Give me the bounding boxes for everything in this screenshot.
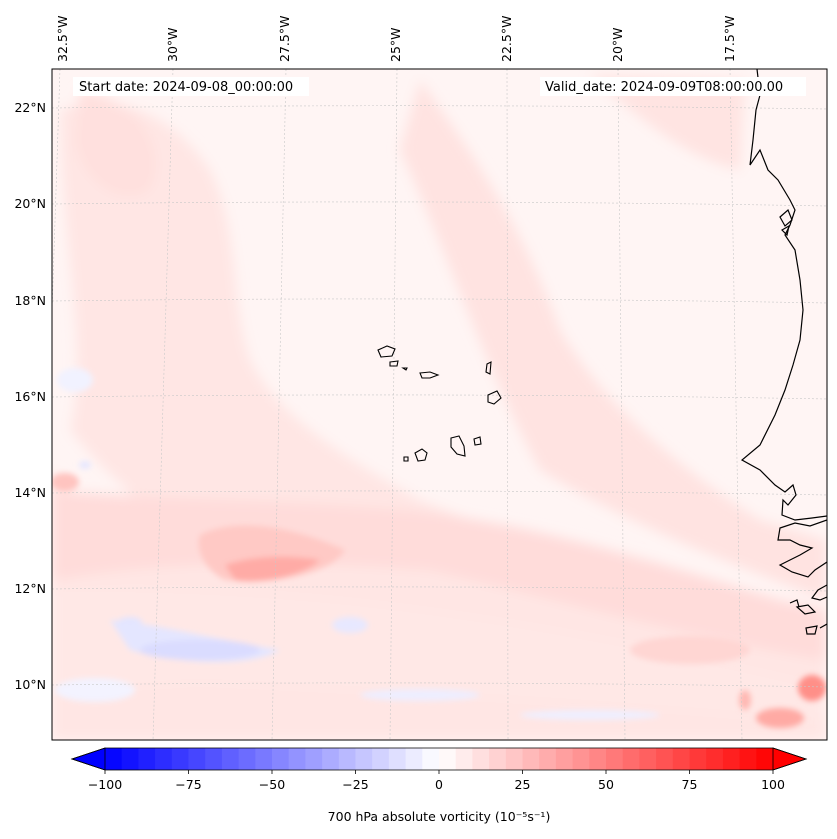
- colorbar-segment: [722, 748, 741, 770]
- colorbar-segment: [572, 748, 590, 770]
- colorbar-segment: [505, 748, 524, 770]
- colorbar-segment: [639, 748, 657, 770]
- colorbar-segment: [155, 748, 173, 770]
- colorbar-segment: [405, 748, 423, 770]
- lon-label-20w: 20°W: [610, 27, 625, 62]
- lon-label-22.5w: 22.5°W: [499, 16, 514, 62]
- colorbar-segment: [221, 748, 240, 770]
- lat-label-20n: 20°N: [14, 196, 46, 211]
- colorbar-segment: [455, 748, 473, 770]
- colorbar-segment: [272, 748, 290, 770]
- colorbar-segment: [739, 748, 757, 770]
- island-sal: [485, 361, 492, 375]
- colorbar-segment: [138, 748, 156, 770]
- colorbar-tick-label: −50: [259, 777, 285, 792]
- colorbar-segment: [238, 748, 256, 770]
- colorbar-segment: [622, 748, 640, 770]
- island-fogo: [414, 448, 428, 462]
- colorbar-segment: [255, 748, 273, 770]
- colorbar-extend-high: [772, 747, 808, 771]
- colorbar-segment: [205, 748, 223, 770]
- colorbar-segment: [322, 748, 340, 770]
- lat-label-16n: 16°N: [14, 389, 46, 404]
- colorbar-tick-label: 0: [435, 777, 443, 792]
- colorbar-tick-label: 50: [598, 777, 614, 792]
- colorbar-segment: [105, 748, 123, 770]
- island-santo-antao: [377, 345, 396, 358]
- map-frame: [51, 68, 828, 741]
- colorbar-segment: [539, 748, 557, 770]
- start-date-label: Start date: 2024-09-08_00:00:00: [79, 80, 293, 95]
- lon-label-25w: 25°W: [388, 27, 403, 62]
- lat-label-22n: 22°N: [14, 100, 46, 115]
- lon-label-17.5w: 17.5°W: [722, 16, 737, 62]
- colorbar-segments: [105, 748, 774, 770]
- lon-label-27.5w: 27.5°W: [277, 16, 292, 62]
- colorbar-tick-label: −100: [88, 777, 122, 792]
- island-boa-vista: [487, 390, 502, 405]
- header-boxes: Start date: 2024-09-08_00:00:00 Valid_da…: [73, 77, 806, 96]
- vorticity-field: [52, 75, 826, 740]
- island-sao-nicolau: [419, 371, 440, 379]
- colorbar-tick-label: 25: [515, 777, 531, 792]
- colorbar-segment: [589, 748, 607, 770]
- colorbar-tick-label: −25: [342, 777, 368, 792]
- lon-label-30w: 30°W: [165, 27, 180, 62]
- colorbar-extend-low: [70, 747, 106, 771]
- colorbar-segment: [555, 748, 574, 770]
- lat-label-10n: 10°N: [14, 677, 46, 692]
- island-santiago: [450, 435, 466, 457]
- colorbar-segment: [472, 748, 490, 770]
- colorbar-segment: [305, 748, 323, 770]
- colorbar: −100 −75 −50 −25 0 25 50 75 100 700 hPa absolute…: [70, 747, 808, 824]
- colorbar-segment: [489, 748, 507, 770]
- graticule: [52, 69, 827, 740]
- valid-date-label: Valid_date: 2024-09-09T08:00:00.00: [545, 80, 783, 95]
- island-maio: [473, 436, 482, 446]
- colorbar-segment: [338, 748, 357, 770]
- map-panel: Start date: 2024-09-08_00:00:00 Valid_da…: [52, 69, 827, 740]
- colorbar-segment: [672, 748, 691, 770]
- colorbar-segment: [706, 748, 724, 770]
- colorbar-segment: [121, 748, 139, 770]
- latitude-labels: 22°N 20°N 18°N 16°N 14°N 12°N 10°N: [14, 100, 46, 692]
- african-coastline: [740, 69, 827, 635]
- colorbar-segment: [372, 748, 390, 770]
- colorbar-segment: [388, 748, 407, 770]
- colorbar-tick-label: 100: [761, 777, 785, 792]
- colorbar-segment: [656, 748, 674, 770]
- cape-verde-islands: [377, 345, 502, 462]
- colorbar-tick-label: 75: [682, 777, 698, 792]
- longitude-labels: 32.5°W 30°W 27.5°W 25°W 22.5°W 20°W 17.5…: [55, 16, 737, 62]
- colorbar-segment: [171, 748, 190, 770]
- colorbar-segment: [522, 748, 540, 770]
- colorbar-segment: [288, 748, 306, 770]
- colorbar-segment: [422, 748, 440, 770]
- colorbar-segment: [689, 748, 707, 770]
- lat-label-12n: 12°N: [14, 581, 46, 596]
- island-brava: [403, 456, 409, 462]
- colorbar-segment: [188, 748, 206, 770]
- island-santa-luzia: [401, 367, 408, 371]
- colorbar-label: 700 hPa absolute vorticity (10⁻⁵s⁻¹): [328, 809, 551, 824]
- lat-label-18n: 18°N: [14, 293, 46, 308]
- lat-label-14n: 14°N: [14, 485, 46, 500]
- colorbar-segment: [355, 748, 373, 770]
- colorbar-tick-label: −75: [175, 777, 201, 792]
- colorbar-segment: [439, 748, 457, 770]
- colorbar-segment: [606, 748, 624, 770]
- lon-label-32.5w: 32.5°W: [55, 16, 70, 62]
- island-sao-vicente: [389, 360, 399, 367]
- colorbar-segment: [756, 748, 774, 770]
- colorbar-ticks: −100 −75 −50 −25 0 25 50 75 100: [88, 770, 785, 792]
